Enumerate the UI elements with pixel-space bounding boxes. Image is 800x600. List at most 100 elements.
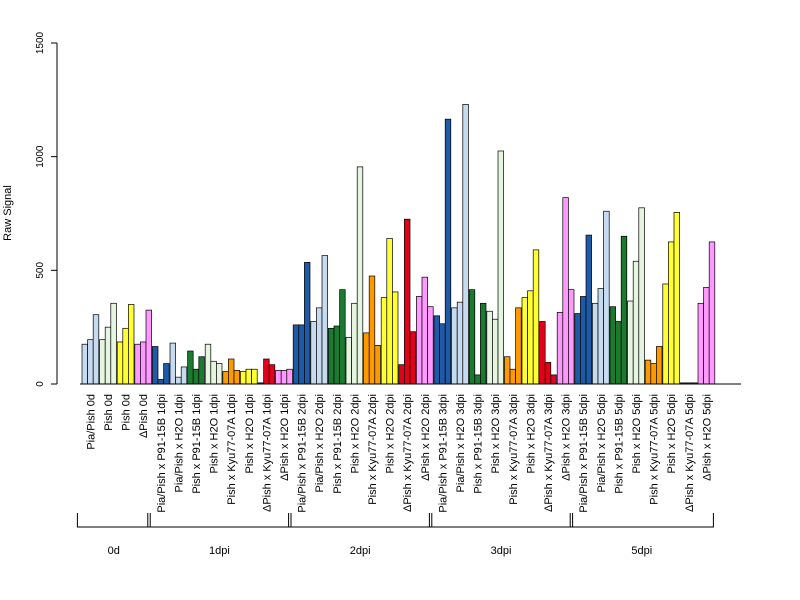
category-label: Pish x P91-15B 1dpi — [191, 394, 203, 494]
category-label: Pia/Pish x H2O 3dpi — [455, 394, 467, 492]
group-label: 5dpi — [631, 545, 652, 557]
bar — [116, 341, 124, 385]
bar — [386, 238, 393, 385]
category-label: ΔPish x Kyu77-07A 1dpi — [261, 394, 273, 512]
bar — [592, 302, 599, 385]
category-label: Pish x H2O 1dpi — [244, 394, 256, 473]
bar — [509, 368, 516, 385]
bar — [292, 324, 300, 385]
bar — [521, 297, 528, 385]
category-label: Pia/Pish x P91-15B 2dpi — [297, 394, 309, 513]
category-label: ΔPish x H2O 1dpi — [279, 394, 291, 481]
bar — [99, 339, 106, 385]
category-label: Pish x P91-15B 2dpi — [332, 394, 344, 494]
category-label: Pia/Pish x P91-15B 5dpi — [578, 394, 590, 513]
bar — [374, 345, 381, 385]
bar — [416, 296, 423, 385]
bar — [245, 368, 252, 385]
bar — [504, 356, 511, 385]
category-label: Pish x Kyu77-07A 3dpi — [508, 394, 520, 505]
bar — [644, 359, 652, 385]
category-label: Pish x H2O 3dpi — [525, 394, 537, 473]
group-bracket — [76, 513, 151, 528]
bar — [339, 289, 346, 385]
bar — [404, 218, 411, 385]
category-label: Pish x H2O 2dpi — [385, 394, 397, 473]
category-label: Pish x Kyu77-07A 1dpi — [226, 394, 238, 505]
bar — [328, 327, 335, 385]
bar — [286, 368, 293, 385]
bar — [345, 337, 352, 385]
bar — [421, 276, 428, 385]
bar — [351, 302, 358, 385]
y-tick-label: 500 — [35, 262, 46, 279]
bar — [580, 296, 587, 385]
bar — [363, 332, 370, 385]
bar — [81, 343, 88, 385]
bar — [310, 321, 317, 385]
y-axis-title: Raw Signal — [2, 185, 14, 241]
y-tick-label: 1000 — [35, 145, 46, 168]
group-bracket — [147, 513, 292, 528]
bar — [532, 249, 540, 385]
bar — [486, 310, 493, 385]
bar — [175, 376, 182, 385]
group-brackets: 0d 1dpi 2dpi 3dpi 5dpi — [76, 513, 714, 557]
bar — [474, 374, 481, 385]
bar — [603, 210, 610, 385]
bar — [556, 312, 564, 385]
bar — [169, 342, 176, 385]
bar — [439, 323, 446, 385]
bar — [240, 371, 247, 385]
bar — [304, 262, 311, 385]
bar — [268, 364, 276, 385]
y-tick-label: 0 — [35, 381, 46, 387]
bar — [544, 362, 552, 385]
bar — [280, 370, 288, 385]
bar — [222, 371, 229, 385]
category-label: ΔPish x Kyu77-07A 2dpi — [402, 394, 414, 512]
bars — [81, 104, 716, 385]
category-label: Pish x Kyu77-07A 2dpi — [367, 394, 379, 505]
bar — [562, 197, 569, 385]
category-labels: Pia/Pish 0d Pish 0d Pish 0d ΔPish 0d Pia/Pis… — [85, 394, 713, 513]
bar — [620, 235, 628, 385]
category-label: ΔPish x H2O 5dpi — [701, 394, 713, 481]
bar — [368, 275, 376, 385]
category-label: Pish x H2O 5dpi — [666, 394, 678, 473]
group-bracket — [288, 513, 433, 528]
category-label: ΔPish x Kyu77-07A 5dpi — [684, 394, 696, 512]
bar — [134, 343, 141, 385]
category-label: Pia/Pish x H2O 1dpi — [173, 394, 185, 492]
bar — [574, 313, 581, 385]
bar — [398, 364, 405, 385]
category-label: Pish x P91-15B 3dpi — [473, 394, 485, 494]
y-axis: 0 500 1000 1500 — [35, 31, 58, 387]
bar — [192, 368, 200, 385]
bar — [662, 283, 669, 385]
category-label: Pia/Pish x H2O 5dpi — [596, 394, 608, 492]
bar — [527, 290, 534, 385]
category-label: Pia/Pish 0d — [85, 394, 97, 450]
bar — [497, 150, 504, 385]
bar — [198, 356, 205, 385]
category-label: Pia/Pish x H2O 2dpi — [314, 394, 326, 492]
category-label: ΔPish 0d — [138, 394, 150, 438]
bar — [409, 331, 416, 385]
bar — [609, 306, 616, 385]
bar — [638, 207, 645, 385]
group-label: 3dpi — [491, 545, 512, 557]
bar — [615, 321, 622, 385]
category-label: ΔPish x Kyu77-07A 3dpi — [543, 394, 555, 512]
group-label: 0d — [108, 545, 120, 557]
bar — [656, 346, 663, 385]
bar — [568, 289, 575, 385]
bar — [650, 363, 657, 385]
group-label: 2dpi — [350, 545, 371, 557]
category-label: Pish x P91-15B 5dpi — [613, 394, 625, 494]
category-label: Pish x H2O 3dpi — [490, 394, 502, 473]
bar — [697, 302, 704, 385]
bar — [480, 302, 487, 385]
category-label: Pia/Pish x P91-15B 1dpi — [156, 394, 168, 513]
